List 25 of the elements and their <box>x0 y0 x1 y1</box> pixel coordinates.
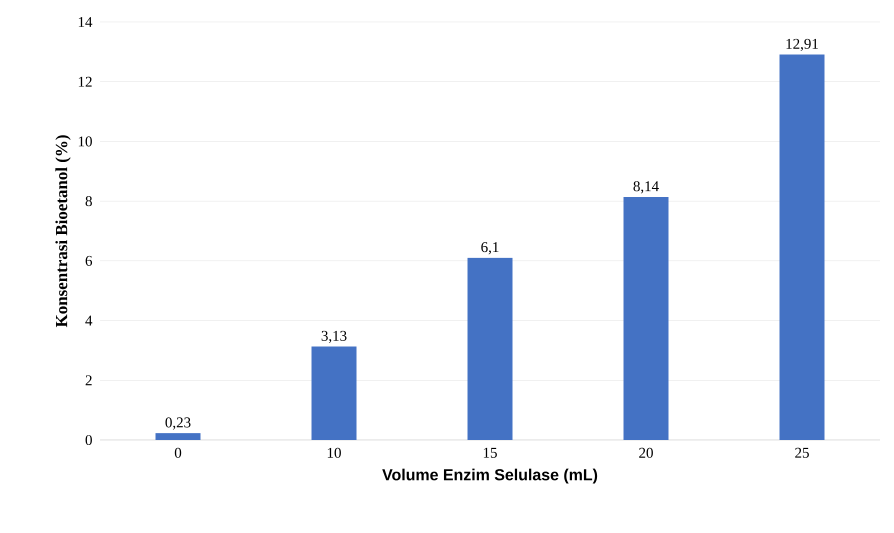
data-label: 8,14 <box>633 181 659 194</box>
y-tick-label: 0 <box>86 434 92 446</box>
y-tick-label: 8 <box>86 196 92 206</box>
bar <box>468 258 513 440</box>
x-tick-label: 20 <box>639 448 653 458</box>
y-tick-label: 14 <box>78 17 92 27</box>
bar <box>780 54 825 440</box>
data-label: 6,1 <box>481 242 498 254</box>
y-tick-label: 6 <box>86 256 92 266</box>
bar <box>312 346 357 440</box>
y-tick-label: 10 <box>78 136 92 146</box>
data-label: 12,91 <box>786 38 818 52</box>
data-label: 0,23 <box>165 417 190 430</box>
x-tick-label: 15 <box>484 448 497 458</box>
x-axis-title: Volume Enzim Selulase (mL) <box>382 468 598 484</box>
data-label: 3,13 <box>322 330 347 344</box>
y-tick-label: 2 <box>86 375 92 386</box>
bar <box>156 433 201 440</box>
y-tick-label: 4 <box>85 316 92 326</box>
x-tick-label: 0 <box>174 448 182 458</box>
y-axis-title: Konsentrasi Bioetanol (%) <box>55 135 71 328</box>
bar <box>624 196 669 440</box>
y-tick-label: 12 <box>78 76 92 87</box>
x-tick-label: 10 <box>328 448 341 458</box>
x-tick-label: 25 <box>795 448 809 458</box>
